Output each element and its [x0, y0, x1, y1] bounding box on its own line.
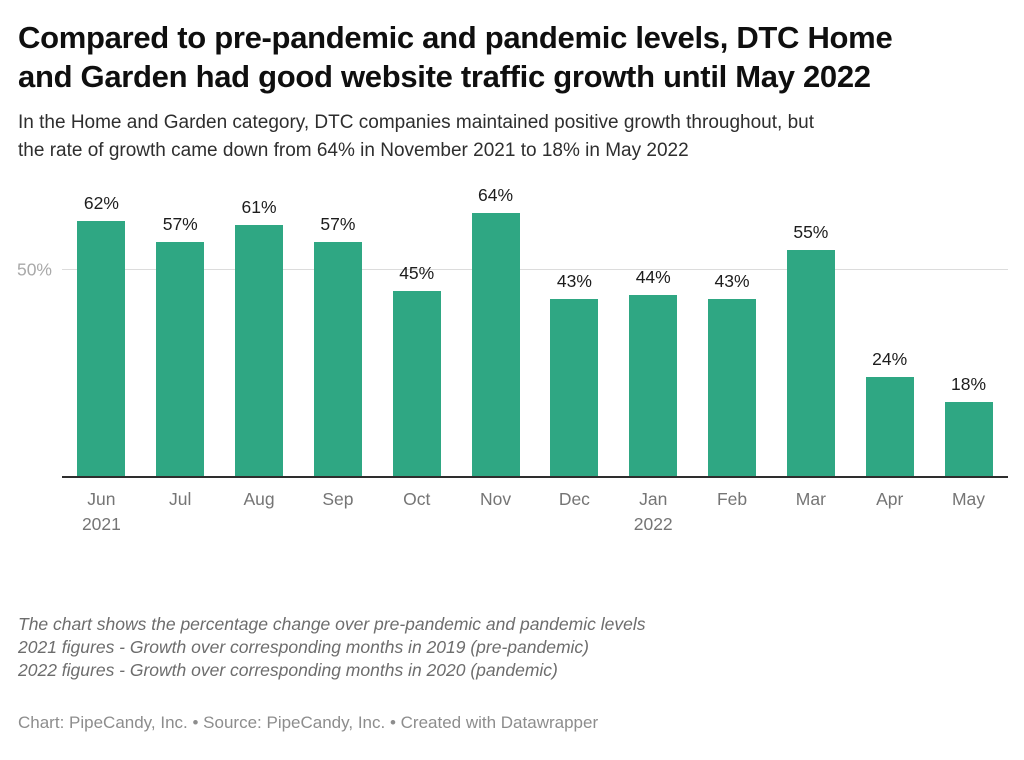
month-label: Jul: [169, 489, 192, 509]
bar-column-jun: 62%: [62, 193, 141, 476]
byline: Chart: PipeCandy, Inc. • Source: PipeCan…: [18, 713, 599, 732]
bar-feb: [708, 299, 757, 476]
bar-value-label: 57%: [320, 214, 356, 234]
bar-value-label: 55%: [793, 222, 829, 242]
title-line-2: and Garden had good website traffic grow…: [18, 59, 871, 94]
page-title: Compared to pre-pandemic and pandemic le…: [18, 18, 1008, 96]
x-axis-tick: Jun 2021: [62, 487, 141, 537]
bar-column-nov: 64%: [456, 185, 535, 476]
bar-sep: [313, 242, 362, 476]
x-axis: Jun 2021 Jul Aug Sep Oct Nov Dec Jan 2022 Feb Mar Ap…: [62, 478, 1008, 537]
x-axis-tick: Oct: [377, 487, 456, 537]
bar-may: [944, 402, 993, 476]
title-line-1: Compared to pre-pandemic and pandemic le…: [18, 20, 893, 55]
year-label: 2022: [633, 514, 673, 534]
subtitle-line-2: the rate of growth came down from 64% in…: [18, 140, 689, 161]
month-label: Aug: [243, 489, 275, 509]
subtitle-line-1: In the Home and Garden category, DTC com…: [18, 112, 814, 133]
x-axis-tick: May: [929, 487, 1008, 537]
bar-dec: [550, 299, 599, 476]
month-label: Mar: [795, 489, 826, 509]
bar-column-jan: 44%: [614, 267, 693, 476]
bar-value-label: 61%: [241, 197, 277, 217]
x-axis-tick: Mar: [771, 487, 850, 537]
x-axis-tick: Jan 2022: [614, 487, 693, 537]
bar-column-sep: 57%: [298, 214, 377, 476]
bar-column-oct: 45%: [377, 263, 456, 476]
year-label: 2021: [81, 514, 121, 534]
bar-value-label: 43%: [714, 271, 750, 291]
month-label: Jan: [639, 489, 668, 509]
month-label: Dec: [558, 489, 590, 509]
chart-subtitle: In the Home and Garden category, DTC com…: [18, 109, 1008, 165]
gridline-50: 50%: [17, 259, 1008, 279]
bar-column-aug: 61%: [220, 197, 299, 476]
x-axis-tick: Nov: [456, 487, 535, 537]
month-label: Oct: [403, 489, 431, 509]
bar-value-label: 62%: [83, 193, 119, 213]
x-axis-tick: Feb: [693, 487, 772, 537]
note-line-2: 2021 figures - Growth over corresponding…: [18, 637, 589, 657]
bar-value-label: 45%: [399, 263, 435, 283]
month-label: Apr: [876, 489, 904, 509]
x-axis-tick: Sep: [298, 487, 377, 537]
bar-apr: [865, 377, 914, 476]
chart-notes: The chart shows the percentage change ov…: [18, 613, 1008, 682]
bar-aug: [235, 225, 284, 476]
bar-column-feb: 43%: [693, 271, 772, 476]
x-axis-tick: Dec: [535, 487, 614, 537]
x-axis-tick: Apr: [850, 487, 929, 537]
bar-column-may: 18%: [929, 374, 1008, 476]
bar-jan: [629, 295, 678, 476]
bar-oct: [392, 291, 441, 476]
month-label: Feb: [716, 489, 748, 509]
bar-column-apr: 24%: [850, 349, 929, 476]
y-axis-tick-label: 50%: [16, 259, 52, 280]
x-axis-tick: Jul: [141, 487, 220, 537]
bar-jun: [77, 221, 126, 476]
bar-jul: [156, 242, 205, 476]
bar-column-dec: 43%: [535, 271, 614, 476]
bars-row: 62% 57% 61% 57% 45% 64% 43% 44% 43% 55% 24% 18%: [62, 180, 1008, 476]
note-line-3: 2022 figures - Growth over corresponding…: [18, 660, 558, 680]
bar-column-jul: 57%: [141, 214, 220, 476]
bar-column-mar: 55%: [771, 222, 850, 476]
plot-area: 50% 62% 57% 61% 57% 45% 64% 43% 44% 43% 55% 24% 18%: [17, 180, 1008, 478]
bar-mar: [786, 250, 835, 476]
bar-value-label: 44%: [635, 267, 671, 287]
x-axis-tick: Aug: [220, 487, 299, 537]
bar-value-label: 18%: [951, 374, 987, 394]
bar-value-label: 64%: [478, 185, 514, 205]
month-label: Nov: [479, 489, 512, 509]
bar-value-label: 43%: [556, 271, 592, 291]
bar-value-label: 57%: [162, 214, 198, 234]
bar-nov: [471, 213, 520, 476]
bar-value-label: 24%: [872, 349, 908, 369]
month-label: May: [951, 489, 986, 509]
month-label: Sep: [322, 489, 354, 509]
month-label: Jun: [87, 489, 116, 509]
note-line-1: The chart shows the percentage change ov…: [18, 614, 646, 634]
